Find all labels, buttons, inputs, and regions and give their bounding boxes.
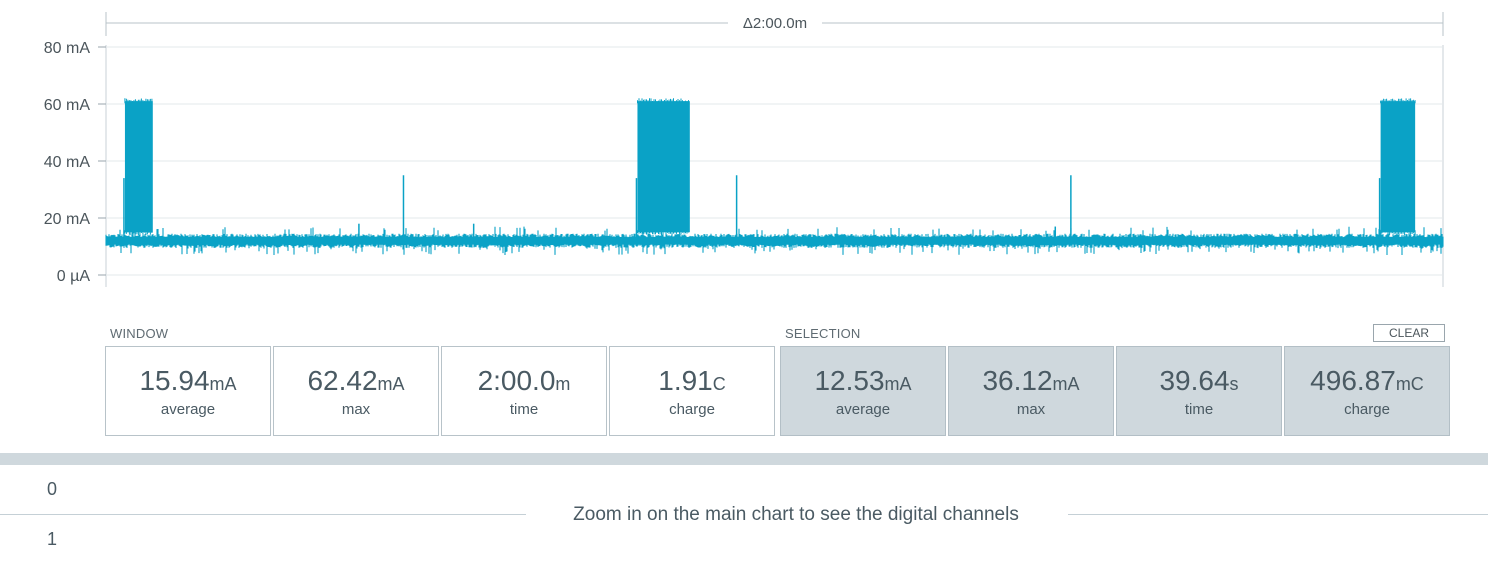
stat-value: 39.64s <box>1159 365 1238 397</box>
stat-caption: average <box>835 401 891 418</box>
stat-number: 39.64 <box>1159 365 1230 396</box>
y-tick-label: 60 mA <box>44 97 91 114</box>
digital-zoom-message: Zoom in on the main chart to see the dig… <box>573 504 1019 525</box>
stat-caption: time <box>509 401 539 418</box>
selection-stats: 12.53mA average 36.12mA max 39.64s time … <box>780 346 1450 436</box>
burst-2 <box>1380 101 1416 233</box>
burst-edge-1 <box>637 98 689 236</box>
stat-caption: time <box>1184 401 1214 418</box>
stat-unit: mA <box>377 374 405 394</box>
y-axis: 0 µA 20 mA 40 mA 60 mA 80 mA <box>44 40 106 285</box>
stat-number: 62.42 <box>307 365 378 396</box>
selection-charge-stat: 496.87mC charge <box>1284 346 1450 436</box>
stat-number: 2:00.0 <box>477 365 556 396</box>
digital-channel-1-label: 1 <box>47 529 58 549</box>
baseline-noise-trace <box>105 226 1444 255</box>
digital-separator-left <box>0 514 526 515</box>
y-tick-label: 40 mA <box>44 154 91 171</box>
current-series <box>105 98 1444 255</box>
stat-caption: charge <box>669 401 715 418</box>
y-tick-label: 80 mA <box>44 40 91 57</box>
stat-caption: average <box>160 401 216 418</box>
stat-number: 1.91 <box>658 365 713 396</box>
range-delta-label: Δ2:00.0m <box>743 15 807 32</box>
stat-value: 12.53mA <box>814 365 911 397</box>
digital-channel-0-label: 0 <box>47 479 58 499</box>
stat-number: 15.94 <box>139 365 210 396</box>
stat-number: 12.53 <box>814 365 885 396</box>
clear-selection-button[interactable]: CLEAR <box>1373 324 1445 342</box>
window-charge-stat: 1.91C charge <box>609 346 775 436</box>
burst-edge-2 <box>1380 98 1416 236</box>
stat-number: 496.87 <box>1310 365 1396 396</box>
digital-separator-right <box>1068 514 1488 515</box>
current-chart[interactable]: 0 µA 20 mA 40 mA 60 mA 80 mA Δ2:00.0m <box>0 0 1488 300</box>
stat-number: 36.12 <box>982 365 1053 396</box>
window-max-stat: 62.42mA max <box>273 346 439 436</box>
stat-caption: charge <box>1344 401 1390 418</box>
chart-grid <box>105 45 1444 287</box>
stat-unit: mA <box>209 374 237 394</box>
burst-edge-0 <box>124 98 153 236</box>
stat-value: 62.42mA <box>307 365 404 397</box>
window-label: WINDOW <box>110 326 169 341</box>
digital-channels-divider[interactable] <box>0 453 1488 465</box>
y-tick-label: 20 mA <box>44 211 91 228</box>
stat-unit: mA <box>884 374 912 394</box>
burst-1 <box>637 101 690 233</box>
y-tick-label: 0 µA <box>57 268 91 285</box>
stat-value: 496.87mC <box>1310 365 1424 397</box>
stat-unit: s <box>1229 374 1239 394</box>
selection-average-stat: 12.53mA average <box>780 346 946 436</box>
window-stats: 15.94mA average 62.42mA max 2:00.0m time… <box>105 346 775 436</box>
window-time-stat: 2:00.0m time <box>441 346 607 436</box>
stat-unit: mC <box>1395 374 1424 394</box>
selection-time-stat: 39.64s time <box>1116 346 1282 436</box>
burst-0 <box>124 101 153 233</box>
window-average-stat: 15.94mA average <box>105 346 271 436</box>
stat-unit: C <box>712 374 726 394</box>
time-range-indicator: Δ2:00.0m <box>105 12 1444 36</box>
selection-max-stat: 36.12mA max <box>948 346 1114 436</box>
stat-value: 1.91C <box>658 365 726 397</box>
stat-value: 36.12mA <box>982 365 1079 397</box>
stat-caption: max <box>1016 401 1046 418</box>
stat-value: 15.94mA <box>139 365 236 397</box>
stat-unit: mA <box>1052 374 1080 394</box>
stat-caption: max <box>341 401 371 418</box>
stat-unit: m <box>555 374 571 394</box>
stat-value: 2:00.0m <box>478 365 571 397</box>
selection-label: SELECTION <box>785 326 861 341</box>
